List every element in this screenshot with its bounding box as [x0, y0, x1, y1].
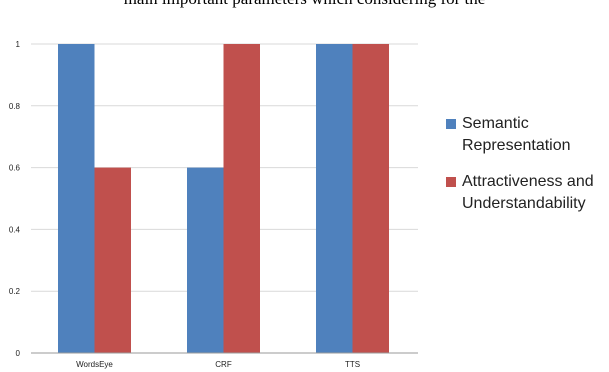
y-tick-label: 0.8 — [9, 102, 21, 111]
bar-tts-attractiveness — [352, 44, 389, 353]
legend-label-semantic: Semantic Representation — [462, 115, 571, 154]
y-tick-label: 0.4 — [9, 225, 21, 234]
bars — [58, 44, 389, 353]
legend-label-attractiveness: Attractiveness and Understandability — [462, 173, 594, 212]
y-tick-label: 0.6 — [9, 164, 21, 173]
legend: Semantic Representation Attractiveness a… — [446, 113, 609, 229]
y-axis-ticks: 0 0.2 0.4 0.6 0.8 1 — [9, 40, 21, 358]
legend-item-semantic: Semantic Representation — [446, 113, 609, 157]
y-tick-label: 0.2 — [9, 287, 21, 296]
y-tick-label: 1 — [16, 40, 21, 49]
bar-crf-semantic — [187, 167, 224, 353]
legend-item-attractiveness: Attractiveness and Understandability — [446, 171, 609, 215]
bar-tts-semantic — [316, 44, 353, 353]
y-tick-label: 0 — [16, 349, 21, 358]
x-tick-label: TTS — [345, 360, 360, 369]
bar-wordseye-semantic — [58, 44, 95, 353]
bar-crf-attractiveness — [223, 44, 260, 353]
x-axis-ticks: WordsEye CRF TTS — [76, 360, 360, 369]
cropped-header-text: main important parameters which consider… — [0, 0, 609, 9]
legend-swatch-attractiveness — [446, 177, 456, 187]
legend-swatch-semantic — [446, 119, 456, 129]
x-tick-label: CRF — [215, 360, 232, 369]
bar-wordseye-attractiveness — [94, 167, 131, 353]
x-tick-label: WordsEye — [76, 360, 113, 369]
